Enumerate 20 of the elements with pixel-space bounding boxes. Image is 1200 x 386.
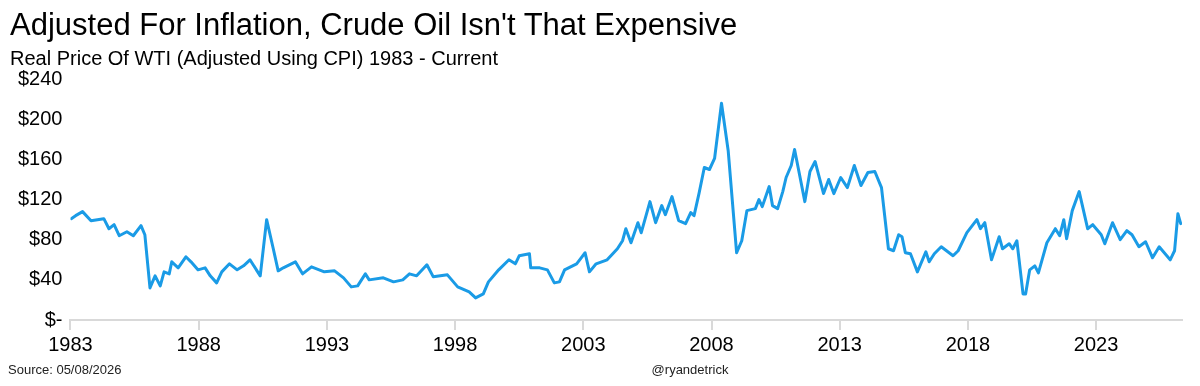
- x-tick-label: 1983: [48, 332, 93, 355]
- y-tick-label: $240: [17, 66, 63, 89]
- text: @ryandetrick: [651, 362, 729, 377]
- chart-title: Adjusted For Inflation, Crude Oil Isn't That Expensive: [10, 7, 738, 43]
- x-tick-label: 2013: [817, 332, 862, 355]
- x-tick-label: 2018: [945, 332, 991, 355]
- y-tick-label: $200: [17, 106, 63, 129]
- x-tick-label: 2003: [561, 332, 606, 355]
- y-tick-label: $40: [29, 267, 63, 290]
- x-tick-label: 1998: [432, 332, 478, 355]
- y-tick-label: $160: [17, 146, 63, 169]
- y-tick-label: $-: [44, 307, 63, 330]
- x-tick-label: 1993: [304, 332, 350, 355]
- x-tick-label: 2008: [689, 332, 734, 355]
- y-tick-label: $80: [29, 227, 63, 250]
- x-tick-label: 2023: [1073, 332, 1119, 355]
- y-tick-label: $120: [17, 187, 63, 210]
- source-note: Source: 05/08/2026: [8, 362, 122, 377]
- chart-subtitle: Real Price Of WTI (Adjusted Using CPI) 1983 - Current: [10, 46, 499, 69]
- x-tick-label: 1988: [176, 332, 221, 355]
